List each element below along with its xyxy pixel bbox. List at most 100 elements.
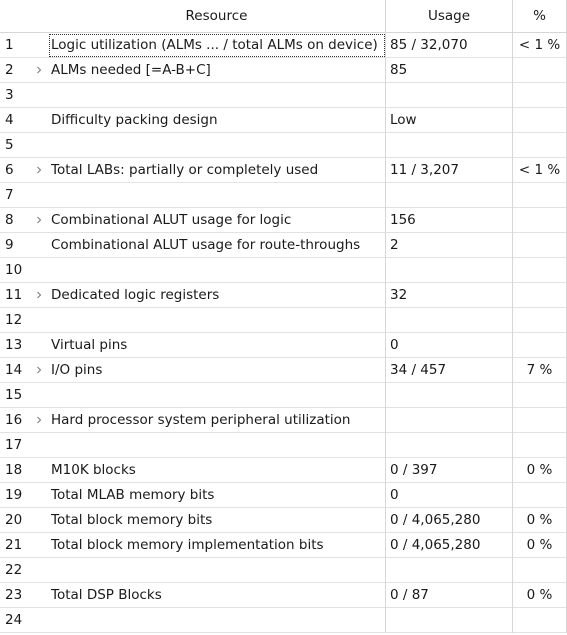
table-row[interactable]: 12 <box>0 307 567 333</box>
usage-cell[interactable] <box>386 182 513 208</box>
table-row[interactable]: 23 Total DSP Blocks 0 / 87 0 % <box>0 582 567 608</box>
usage-cell[interactable] <box>386 607 513 633</box>
usage-cell[interactable] <box>386 407 513 433</box>
percent-cell[interactable] <box>513 307 567 333</box>
resource-cell[interactable]: Combinational ALUT usage for logic <box>48 207 386 233</box>
row-expander[interactable] <box>30 408 48 433</box>
resource-cell[interactable] <box>48 132 386 158</box>
resource-cell[interactable] <box>48 557 386 583</box>
row-expander[interactable] <box>30 358 48 383</box>
usage-cell[interactable]: 85 / 32,070 <box>386 32 513 58</box>
resource-cell[interactable]: Total DSP Blocks <box>48 582 386 608</box>
percent-cell[interactable] <box>513 282 567 308</box>
table-row[interactable]: 15 <box>0 382 567 408</box>
usage-cell[interactable] <box>386 307 513 333</box>
percent-cell[interactable] <box>513 332 567 358</box>
resource-cell[interactable]: Dedicated logic registers <box>48 282 386 308</box>
percent-cell[interactable] <box>513 132 567 158</box>
table-row[interactable]: 7 <box>0 182 567 208</box>
usage-cell[interactable] <box>386 432 513 458</box>
resource-cell[interactable] <box>48 307 386 333</box>
chevron-right-icon[interactable] <box>35 291 43 299</box>
percent-cell[interactable]: 0 % <box>513 582 567 608</box>
percent-cell[interactable] <box>513 232 567 258</box>
percent-cell[interactable] <box>513 207 567 233</box>
resource-cell[interactable] <box>48 607 386 633</box>
table-row[interactable]: 9 Combinational ALUT usage for route-thro… <box>0 232 567 258</box>
usage-cell[interactable]: 32 <box>386 282 513 308</box>
table-row[interactable]: 14 I/O pins 34 / 457 7 % <box>0 357 567 383</box>
usage-cell[interactable]: 11 / 3,207 <box>386 157 513 183</box>
resource-cell[interactable] <box>48 432 386 458</box>
usage-column-header[interactable]: Usage <box>386 0 513 33</box>
resource-cell[interactable]: Hard processor system peripheral utiliza… <box>48 407 386 433</box>
percent-cell[interactable]: 0 % <box>513 457 567 483</box>
resource-cell[interactable]: Total block memory bits <box>48 507 386 533</box>
table-row[interactable]: 3 <box>0 82 567 108</box>
table-row[interactable]: 17 <box>0 432 567 458</box>
table-row[interactable]: 4 Difficulty packing design Low <box>0 107 567 133</box>
percent-cell[interactable]: 0 % <box>513 507 567 533</box>
row-expander[interactable] <box>30 283 48 308</box>
table-row[interactable]: 20 Total block memory bits 0 / 4,065,280 0 … <box>0 507 567 533</box>
resource-cell[interactable]: I/O pins <box>48 357 386 383</box>
usage-cell[interactable] <box>386 132 513 158</box>
resource-column-header[interactable]: Resource <box>48 0 386 33</box>
table-row[interactable]: 13 Virtual pins 0 <box>0 332 567 358</box>
usage-cell[interactable]: 0 / 4,065,280 <box>386 532 513 558</box>
chevron-right-icon[interactable] <box>35 416 43 424</box>
percent-cell[interactable] <box>513 482 567 508</box>
usage-cell[interactable]: 0 <box>386 332 513 358</box>
resource-cell[interactable]: Total MLAB memory bits <box>48 482 386 508</box>
table-row[interactable]: 10 <box>0 257 567 283</box>
table-row[interactable]: 11 Dedicated logic registers 32 <box>0 282 567 308</box>
resource-cell[interactable]: Difficulty packing design <box>48 107 386 133</box>
table-row[interactable]: 18 M10K blocks 0 / 397 0 % <box>0 457 567 483</box>
table-row[interactable]: 21 Total block memory implementation bits… <box>0 532 567 558</box>
table-row[interactable]: 24 <box>0 607 567 633</box>
resource-cell[interactable]: Total block memory implementation bits <box>48 532 386 558</box>
row-expander[interactable] <box>30 158 48 183</box>
table-row[interactable]: 19 Total MLAB memory bits 0 <box>0 482 567 508</box>
resource-cell[interactable] <box>48 257 386 283</box>
table-row[interactable]: 1 Logic utilization (ALMs ... / total ALM… <box>0 32 567 58</box>
usage-cell[interactable]: 0 / 397 <box>386 457 513 483</box>
percent-cell[interactable] <box>513 557 567 583</box>
percent-cell[interactable] <box>513 407 567 433</box>
table-row[interactable]: 16 Hard processor system peripheral utili… <box>0 407 567 433</box>
percent-cell[interactable] <box>513 257 567 283</box>
resource-cell[interactable]: ALMs needed [=A-B+C] <box>48 57 386 83</box>
chevron-right-icon[interactable] <box>35 366 43 374</box>
usage-cell[interactable] <box>386 82 513 108</box>
chevron-right-icon[interactable] <box>35 216 43 224</box>
percent-cell[interactable] <box>513 432 567 458</box>
percent-cell[interactable]: < 1 % <box>513 32 567 58</box>
usage-cell[interactable]: 85 <box>386 57 513 83</box>
chevron-right-icon[interactable] <box>35 66 43 74</box>
usage-cell[interactable]: 0 / 87 <box>386 582 513 608</box>
resource-cell[interactable]: Logic utilization (ALMs ... / total ALMs… <box>48 32 386 58</box>
usage-cell[interactable] <box>386 557 513 583</box>
resource-cell[interactable]: M10K blocks <box>48 457 386 483</box>
resource-cell[interactable] <box>48 182 386 208</box>
table-row[interactable]: 6 Total LABs: partially or completely use… <box>0 157 567 183</box>
percent-cell[interactable]: 0 % <box>513 532 567 558</box>
usage-cell[interactable] <box>386 382 513 408</box>
table-row[interactable]: 2 ALMs needed [=A-B+C] 85 <box>0 57 567 83</box>
percent-cell[interactable] <box>513 607 567 633</box>
resource-cell[interactable] <box>48 382 386 408</box>
percent-cell[interactable] <box>513 107 567 133</box>
percent-column-header[interactable]: % <box>513 0 567 33</box>
usage-cell[interactable]: 2 <box>386 232 513 258</box>
usage-cell[interactable] <box>386 257 513 283</box>
chevron-right-icon[interactable] <box>35 166 43 174</box>
resource-cell[interactable]: Total LABs: partially or completely used <box>48 157 386 183</box>
percent-cell[interactable] <box>513 82 567 108</box>
usage-cell[interactable]: 34 / 457 <box>386 357 513 383</box>
percent-cell[interactable] <box>513 182 567 208</box>
percent-cell[interactable]: 7 % <box>513 357 567 383</box>
usage-cell[interactable]: 156 <box>386 207 513 233</box>
usage-cell[interactable]: 0 <box>386 482 513 508</box>
row-expander[interactable] <box>30 208 48 233</box>
resource-cell[interactable] <box>48 82 386 108</box>
